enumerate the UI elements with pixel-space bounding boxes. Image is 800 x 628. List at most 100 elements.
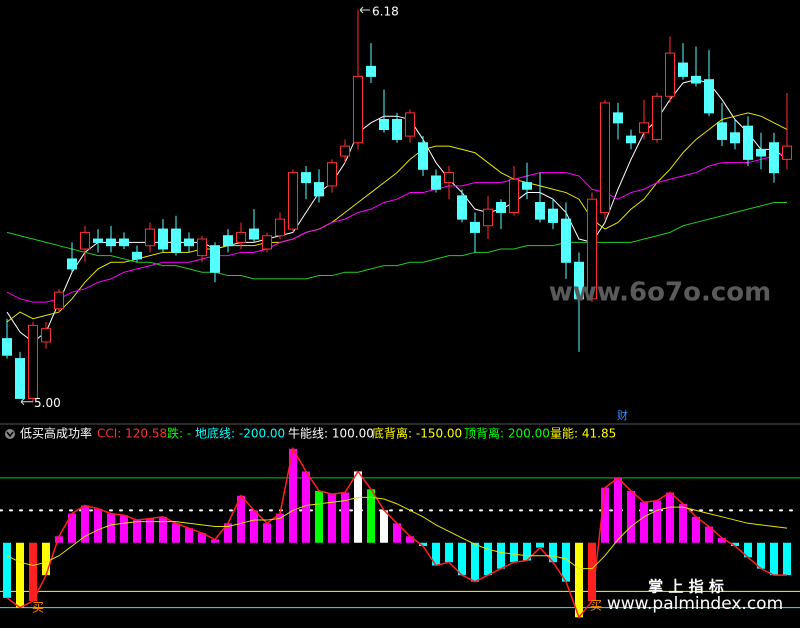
histogram-bar — [679, 503, 687, 543]
candle-body — [132, 251, 142, 260]
histogram-bar — [653, 500, 661, 543]
histogram-bar — [120, 515, 128, 543]
candle-body — [743, 125, 753, 160]
candle-body — [184, 238, 194, 247]
histogram-bar — [731, 542, 739, 546]
histogram-bar — [627, 490, 635, 543]
histogram-bar — [107, 513, 115, 543]
histogram-bar — [29, 542, 37, 602]
candle-body — [210, 245, 220, 273]
histogram-bar — [185, 528, 193, 543]
histogram-bar — [393, 523, 401, 543]
candle-body — [535, 202, 545, 220]
histogram-bar — [315, 490, 323, 543]
histogram-bar — [250, 510, 258, 543]
candle-body — [379, 119, 389, 130]
histogram-bar — [328, 494, 336, 543]
candle-body — [119, 238, 129, 247]
histogram-bar — [198, 533, 206, 543]
candle-body — [288, 172, 298, 230]
candle-body — [431, 175, 441, 190]
histogram-bar — [302, 471, 310, 543]
histogram-bar — [601, 487, 609, 543]
histogram-bar — [211, 539, 219, 543]
candle-body — [236, 231, 246, 243]
histogram-bar — [354, 471, 362, 543]
histogram-bar — [289, 448, 297, 543]
legend-item: 地底线: -200.00 — [195, 426, 285, 441]
candle-body — [106, 238, 116, 247]
histogram-bar — [224, 523, 232, 543]
candle-body — [782, 145, 792, 160]
candle-body — [496, 202, 506, 213]
indicator-menu-icon[interactable] — [5, 429, 15, 439]
finance-marker: 财 — [617, 408, 628, 422]
histogram-bar — [536, 542, 544, 548]
histogram-bar — [133, 520, 141, 543]
candle-body — [223, 235, 233, 247]
histogram-bar — [562, 542, 570, 582]
histogram-bar — [3, 542, 11, 598]
histogram-bar — [16, 542, 24, 608]
candle-body — [457, 195, 467, 220]
candle-body — [574, 261, 584, 300]
candle-body — [639, 122, 649, 134]
candle-body — [301, 172, 311, 184]
histogram-bar — [42, 542, 50, 576]
candle-body — [600, 102, 610, 213]
histogram-bar — [614, 477, 622, 543]
histogram-bar — [276, 513, 284, 543]
candle-body — [54, 291, 64, 310]
candle-body — [626, 135, 636, 144]
histogram-bar — [666, 492, 674, 543]
candle-body — [145, 228, 155, 247]
candle-body — [769, 142, 779, 174]
cci-line — [6, 446, 787, 619]
histogram-bar — [549, 542, 557, 563]
histogram-bar — [588, 542, 596, 602]
histogram-bar — [81, 505, 89, 543]
legend-item: 牛能线: 100.00 — [288, 426, 374, 441]
buy-marker: 买 — [590, 599, 602, 613]
buy-marker: 买 — [32, 601, 44, 615]
candle-body — [249, 228, 259, 240]
histogram-bar — [510, 542, 518, 563]
candle-body — [470, 221, 480, 233]
histogram-bar — [484, 542, 492, 576]
legend-item: 顶背离: 200.00 — [464, 426, 550, 441]
candle-body — [483, 208, 493, 227]
histogram-bar — [718, 537, 726, 543]
min-arrow — [20, 398, 33, 406]
candle-body — [717, 122, 727, 140]
max-price-label: 6.18 — [372, 4, 399, 18]
histogram-bar — [68, 513, 76, 543]
watermark-site: www.6o7o.com — [549, 278, 771, 308]
indicator-title: 低买高成功率 — [20, 426, 92, 441]
watermark-brand: 掌 上 指 标 — [648, 578, 724, 596]
histogram-bar — [237, 495, 245, 543]
legend-item: 量能: 41.85 — [550, 427, 616, 441]
histogram-bar — [471, 542, 479, 582]
candle-body — [366, 65, 376, 77]
candle-body — [522, 182, 532, 190]
indicator-menu-arrow — [6, 431, 14, 438]
candle-body — [353, 75, 363, 144]
candle-body — [67, 258, 77, 270]
candle-body — [756, 148, 766, 157]
candle-body — [158, 228, 168, 250]
candle-body — [262, 235, 272, 250]
histogram-bar — [692, 516, 700, 543]
legend-item: 跌: - — [167, 426, 191, 441]
legend-item: CCI: 120.58 — [97, 427, 167, 441]
histogram-bar — [744, 542, 752, 558]
histogram-bar — [757, 542, 765, 569]
histogram-bar — [705, 526, 713, 543]
histogram-bar — [55, 536, 63, 543]
candle-body — [28, 324, 38, 399]
candle-body — [678, 62, 688, 77]
histogram-bar — [146, 518, 154, 543]
candle-body — [392, 119, 402, 140]
max-arrow — [359, 6, 370, 14]
candle-body — [444, 172, 454, 184]
